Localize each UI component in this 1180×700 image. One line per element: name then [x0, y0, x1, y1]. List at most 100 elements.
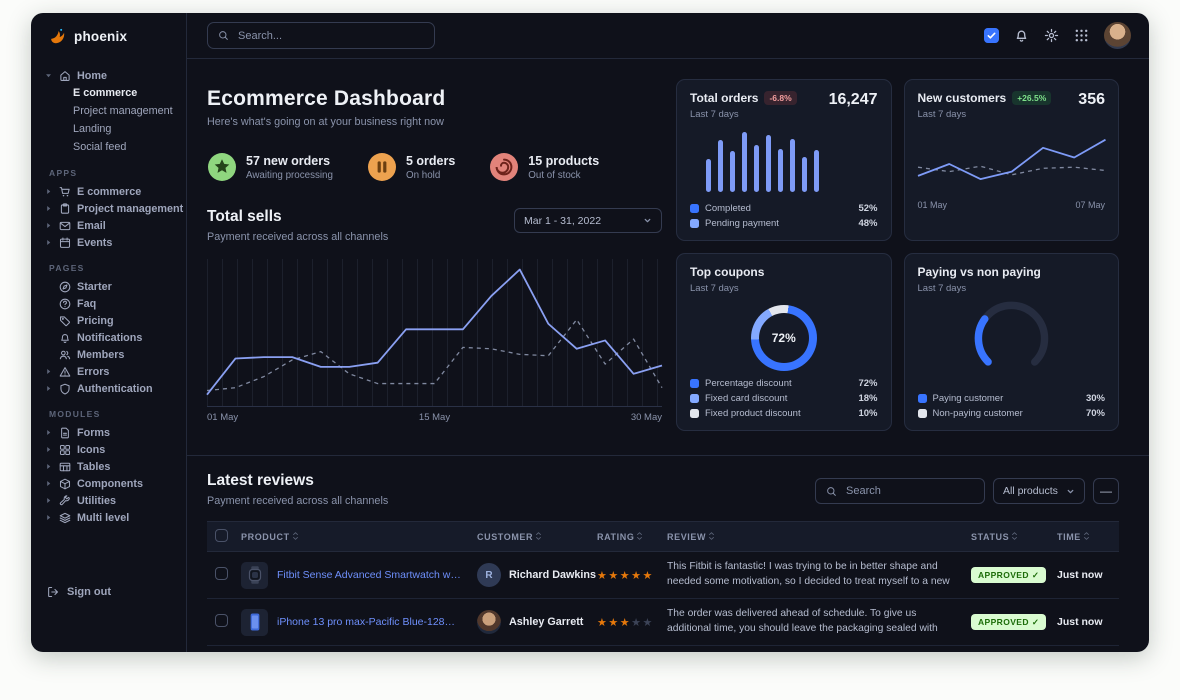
sidebar-item-faq[interactable]: Faq	[41, 295, 180, 312]
card-title: Paying vs non paying	[917, 265, 1041, 279]
bar	[754, 145, 759, 192]
out-of-stock-icon	[489, 152, 519, 182]
table-row[interactable]: Fitbit Sense Advanced Smartwatch with To…	[207, 551, 1119, 599]
sidebar-item-errors[interactable]: Errors	[41, 363, 180, 380]
reviews-search-input[interactable]	[844, 484, 974, 498]
sidebar-item-e-commerce[interactable]: E commerce	[73, 87, 138, 99]
trend-badge: -6.8%	[764, 91, 797, 105]
more-button[interactable]: —	[1093, 478, 1119, 504]
chevron-right-icon	[45, 446, 53, 453]
sidebar-item-home[interactable]: Home	[41, 67, 180, 84]
sidebar-item-label: Members	[77, 348, 125, 361]
rating-stars: ★★★★★	[597, 569, 654, 582]
status-badge: APPROVED ✓	[971, 614, 1047, 630]
sidebar-item-label: Authentication	[77, 382, 153, 395]
sidebar-section-label: PAGES	[49, 263, 85, 273]
help-circle-icon	[59, 298, 71, 310]
sidebar-item-tables[interactable]: Tables	[41, 458, 180, 475]
row-checkbox[interactable]	[215, 567, 228, 580]
tasks-icon[interactable]	[984, 28, 999, 43]
chevron-right-icon	[45, 385, 53, 392]
product-link[interactable]: Fitbit Sense Advanced Smartwatch with To…	[277, 569, 461, 581]
row-checkbox[interactable]	[215, 614, 228, 627]
sidebar-item-label: Errors	[77, 365, 110, 378]
column-header-time[interactable]: TIME	[1049, 521, 1119, 552]
sidebar-item-pricing[interactable]: Pricing	[41, 312, 180, 329]
global-search[interactable]	[207, 22, 435, 49]
bell-icon[interactable]	[1014, 28, 1029, 43]
column-header-customer[interactable]: CUSTOMER	[469, 521, 589, 552]
sidebar-item-icons[interactable]: Icons	[41, 441, 180, 458]
sort-icon	[1083, 531, 1090, 543]
sidebar-item-email[interactable]: Email	[41, 217, 180, 234]
bar	[766, 135, 771, 192]
legend-swatch	[690, 409, 699, 418]
sidebar-item-events[interactable]: Events	[41, 234, 180, 251]
sidebar-item-e-commerce[interactable]: E commerce	[41, 183, 180, 200]
product-link[interactable]: iPhone 13 pro max-Pacific Blue-128GB sto…	[277, 616, 461, 628]
column-header-review[interactable]: REVIEW	[659, 521, 963, 552]
sidebar-item-utilities[interactable]: Utilities	[41, 492, 180, 509]
apps-grid-icon[interactable]	[1074, 28, 1089, 43]
x-tick: 15 May	[418, 412, 451, 423]
date-range-value: Mar 1 - 31, 2022	[524, 214, 602, 227]
latest-reviews-title: Latest reviews	[207, 472, 314, 489]
product-filter-select[interactable]: All products	[993, 478, 1085, 504]
review-time: Just now	[1049, 551, 1119, 599]
top-coupons-chart-wrap: 72%	[690, 300, 878, 376]
sidebar-item-notifications[interactable]: Notifications	[41, 329, 180, 346]
latest-reviews-subtitle: Payment received across all channels	[207, 495, 389, 507]
clipboard-icon	[59, 202, 71, 215]
sidebar-item-project-management[interactable]: Project management	[41, 200, 183, 217]
stats-row: 57 new orders Awaiting processing 5 orders…	[207, 152, 662, 182]
review-text: This Fitbit is fantastic! I was trying t…	[659, 551, 963, 599]
search-input[interactable]	[236, 28, 424, 43]
sidebar-item-label: Home	[77, 69, 107, 82]
sidebar-item-label: Utilities	[77, 494, 116, 507]
sidebar-item-label: Icons	[77, 443, 106, 456]
bar	[778, 148, 783, 192]
customer-name: Ashley Garrett	[509, 616, 584, 628]
chevron-right-icon	[45, 497, 53, 504]
sidebar-item-multi-level[interactable]: Multi level	[41, 509, 180, 526]
sidebar-item-label: E commerce	[77, 185, 142, 198]
total-orders-legend: Completed 52% Pending payment 48%	[690, 203, 878, 229]
phoenix-logo-icon	[47, 26, 67, 46]
sidebar-item-label: Components	[77, 477, 143, 490]
gear-icon[interactable]	[1044, 28, 1059, 43]
sidebar-item-authentication[interactable]: Authentication	[41, 380, 180, 397]
sidebar-item-components[interactable]: Components	[41, 475, 180, 492]
legend-swatch	[690, 394, 699, 403]
sidebar-item-forms[interactable]: Forms	[41, 424, 180, 441]
sign-out-button[interactable]: Sign out	[31, 576, 186, 652]
dashboard-top: Ecommerce Dashboard Here's what's going …	[187, 59, 1149, 431]
sidebar-item-project-management[interactable]: Project management	[73, 105, 173, 117]
select-all-checkbox[interactable]	[215, 529, 228, 542]
sidebar-item-starter[interactable]: Starter	[41, 278, 180, 295]
column-header-product[interactable]: PRODUCT	[233, 521, 469, 552]
product-thumbnail	[241, 608, 268, 636]
column-header-status[interactable]: STATUS	[963, 521, 1049, 552]
sidebar-nav: Home E commerce Project management Landing S…	[31, 59, 186, 576]
sidebar-section-label: MODULES	[49, 409, 101, 419]
x-tick: 01 May	[207, 412, 239, 423]
reviews-search[interactable]	[815, 478, 985, 504]
stat-caption: Out of stock	[528, 169, 581, 181]
date-range-select[interactable]: Mar 1 - 31, 2022	[514, 208, 662, 233]
sign-out-label: Sign out	[67, 586, 111, 598]
sidebar-item-social-feed[interactable]: Social feed	[73, 141, 127, 153]
table-row[interactable]: iPhone 13 pro max-Pacific Blue-128GB sto…	[207, 598, 1119, 646]
sidebar-item-label: Multi level	[77, 511, 130, 524]
user-avatar[interactable]	[1104, 22, 1131, 49]
sidebar-item-landing[interactable]: Landing	[73, 123, 112, 135]
top-coupons-card: Top coupons Last 7 days 72%	[676, 253, 892, 431]
content-area: Ecommerce Dashboard Here's what's going …	[187, 13, 1149, 652]
paying-gauge-chart	[918, 296, 1106, 376]
sidebar-item-members[interactable]: Members	[41, 346, 180, 363]
column-header-rating[interactable]: RATING	[589, 521, 659, 552]
donut-center-label: 72%	[771, 331, 796, 345]
logo[interactable]: phoenix	[31, 13, 186, 59]
chevron-right-icon	[45, 222, 53, 229]
compass-icon	[59, 281, 71, 293]
legend-swatch	[690, 219, 699, 228]
